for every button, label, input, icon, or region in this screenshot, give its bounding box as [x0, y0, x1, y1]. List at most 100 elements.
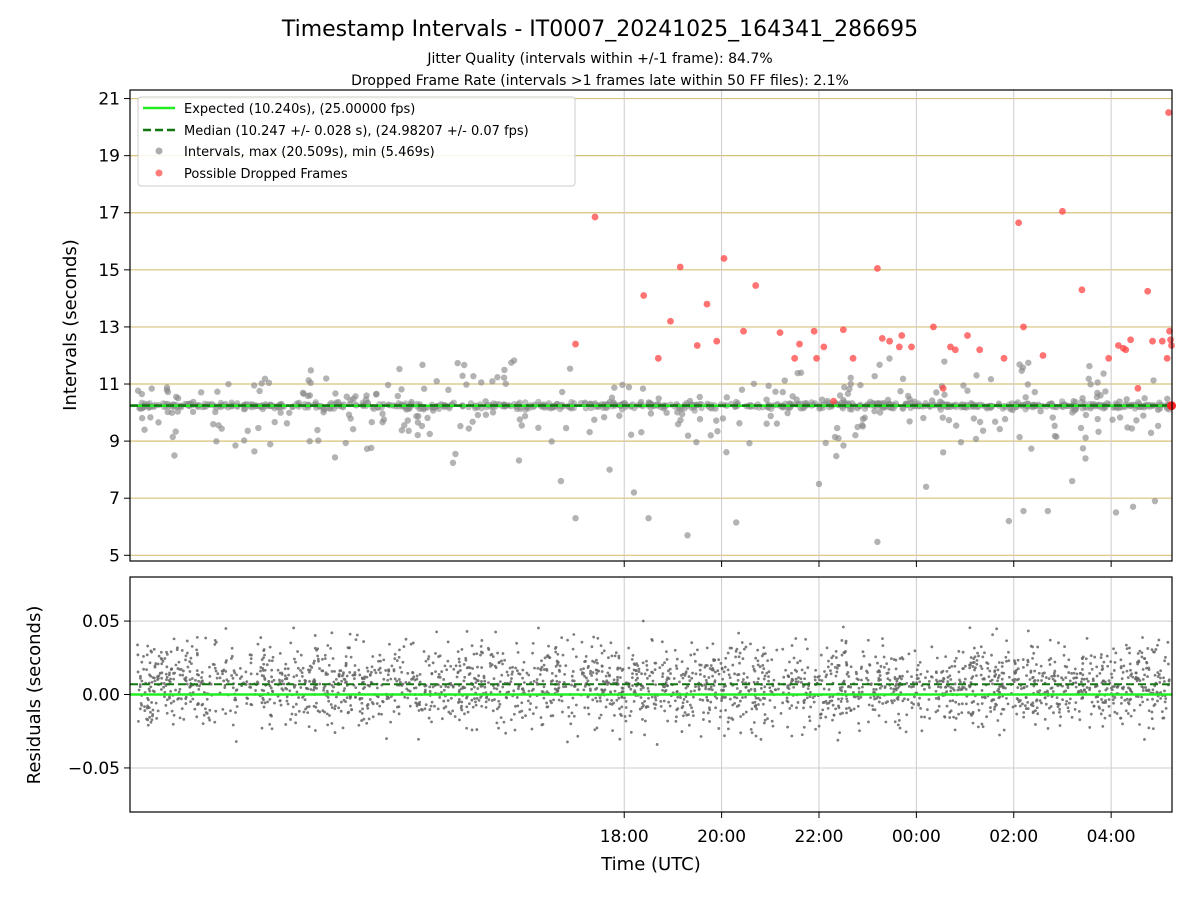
residual-point — [408, 704, 412, 708]
interval-point — [789, 393, 796, 400]
residual-point — [1035, 663, 1038, 666]
residual-point — [802, 699, 806, 703]
residual-point — [1078, 671, 1082, 675]
residual-point — [365, 675, 369, 679]
residual-point — [910, 675, 913, 679]
interval-point — [1051, 422, 1058, 430]
residual-point — [561, 653, 565, 657]
intervals-ytick-label: 5 — [109, 546, 120, 566]
interval-point — [265, 379, 273, 387]
residual-point — [1107, 679, 1111, 683]
residual-point — [403, 695, 407, 699]
residual-point — [352, 673, 356, 677]
residual-point — [957, 686, 961, 689]
residual-point — [954, 716, 958, 720]
interval-point — [515, 457, 523, 464]
residual-point — [260, 701, 264, 705]
residual-point — [668, 667, 672, 671]
residual-point — [346, 646, 350, 650]
interval-point — [773, 420, 781, 427]
residual-point — [489, 691, 493, 694]
residual-point — [373, 668, 377, 672]
residual-point — [1157, 672, 1161, 676]
residual-point — [831, 695, 835, 698]
residual-point — [830, 656, 834, 660]
residual-point — [254, 689, 257, 692]
residual-point — [387, 696, 391, 700]
interval-point — [380, 416, 388, 423]
residual-point — [637, 670, 641, 674]
residual-point — [368, 698, 372, 701]
interval-point — [619, 381, 626, 389]
interval-point — [347, 397, 354, 404]
residual-point — [731, 663, 735, 667]
residual-point — [531, 641, 535, 645]
residual-point — [501, 685, 505, 689]
residual-point — [845, 699, 849, 703]
residual-point — [752, 680, 756, 684]
residual-point — [1025, 663, 1029, 667]
residual-point — [905, 670, 909, 674]
interval-point — [323, 375, 330, 382]
residual-point — [758, 665, 762, 669]
residual-point — [479, 685, 483, 688]
residual-point — [905, 713, 909, 717]
residual-point — [152, 647, 156, 651]
residual-point — [911, 681, 915, 684]
residual-point — [571, 670, 575, 673]
residual-point — [201, 679, 204, 683]
residual-point — [993, 707, 996, 711]
interval-point — [886, 355, 893, 362]
residual-point — [424, 659, 428, 663]
residual-point — [1145, 666, 1148, 670]
residual-point — [595, 672, 599, 675]
residual-point — [230, 646, 234, 650]
residual-point — [138, 685, 142, 689]
residual-point — [826, 706, 830, 710]
residual-point — [919, 672, 923, 676]
residual-point — [938, 679, 942, 683]
interval-point — [1095, 428, 1102, 435]
residual-point — [341, 726, 345, 730]
residual-point — [344, 655, 348, 658]
residual-point — [1154, 648, 1158, 651]
residual-point — [1016, 698, 1020, 701]
residual-point — [860, 678, 863, 682]
residual-point — [737, 673, 741, 676]
residual-point — [474, 703, 478, 707]
residual-point — [327, 663, 331, 667]
residual-point — [641, 718, 644, 721]
residual-point — [721, 677, 725, 681]
residual-point — [673, 699, 677, 703]
residual-point — [674, 719, 678, 723]
residual-point — [782, 675, 786, 679]
residual-point — [608, 702, 612, 706]
residual-point — [688, 703, 692, 707]
residual-point — [690, 706, 693, 710]
residual-point — [423, 690, 427, 694]
residual-point — [457, 698, 461, 701]
residual-point — [1049, 657, 1053, 660]
interval-point — [625, 383, 633, 391]
residual-point — [751, 665, 755, 668]
residual-point — [999, 712, 1003, 716]
residual-point — [146, 723, 150, 727]
residual-point — [457, 660, 461, 664]
residual-point — [1005, 659, 1008, 663]
residual-point — [1140, 655, 1144, 659]
residual-point — [761, 664, 765, 667]
residual-point — [543, 656, 547, 660]
residual-point — [762, 646, 766, 650]
residual-point — [545, 655, 549, 658]
residual-point — [741, 680, 744, 684]
residual-point — [605, 679, 609, 683]
residual-point — [150, 701, 153, 704]
residual-point — [980, 702, 984, 705]
residual-point — [661, 672, 665, 676]
residual-point — [618, 666, 622, 670]
residual-point — [172, 699, 176, 703]
x-tick-label: 20:00 — [697, 827, 746, 847]
residual-point — [964, 702, 968, 706]
residual-point — [1007, 675, 1011, 679]
residual-point — [178, 687, 182, 691]
